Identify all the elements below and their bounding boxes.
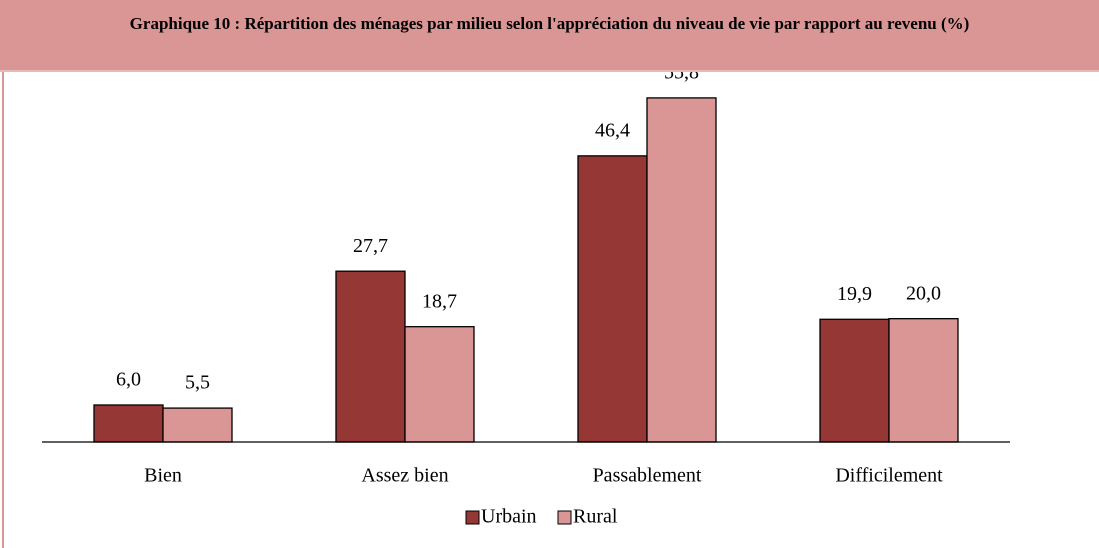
- x-tick-label: Bien: [144, 465, 182, 487]
- bar: [162, 407, 233, 443]
- data-label: 20,0: [906, 282, 941, 304]
- data-label: 46,4: [595, 119, 630, 141]
- data-label: 19,9: [837, 283, 872, 305]
- legend-label: Rural: [573, 506, 618, 528]
- data-label: 27,7: [353, 235, 388, 257]
- data-label: 18,7: [422, 290, 457, 312]
- data-label: 5,5: [185, 372, 210, 394]
- bar: [819, 318, 890, 443]
- bar: [888, 318, 959, 443]
- bar: [646, 97, 717, 443]
- legend-swatch: [557, 510, 572, 525]
- legend-swatch: [465, 510, 480, 525]
- chart-title: Graphique 10 : Répartition des ménages p…: [0, 0, 1099, 72]
- bar: [577, 155, 648, 443]
- data-label: 6,0: [116, 369, 141, 391]
- bar: [404, 326, 475, 443]
- x-tick-label: Difficilement: [835, 465, 943, 487]
- x-tick-label: Assez bien: [361, 465, 448, 487]
- x-tick-label: Passablement: [593, 465, 702, 487]
- legend-label: Urbain: [481, 506, 537, 528]
- bar: [335, 270, 406, 443]
- bar: [93, 404, 164, 443]
